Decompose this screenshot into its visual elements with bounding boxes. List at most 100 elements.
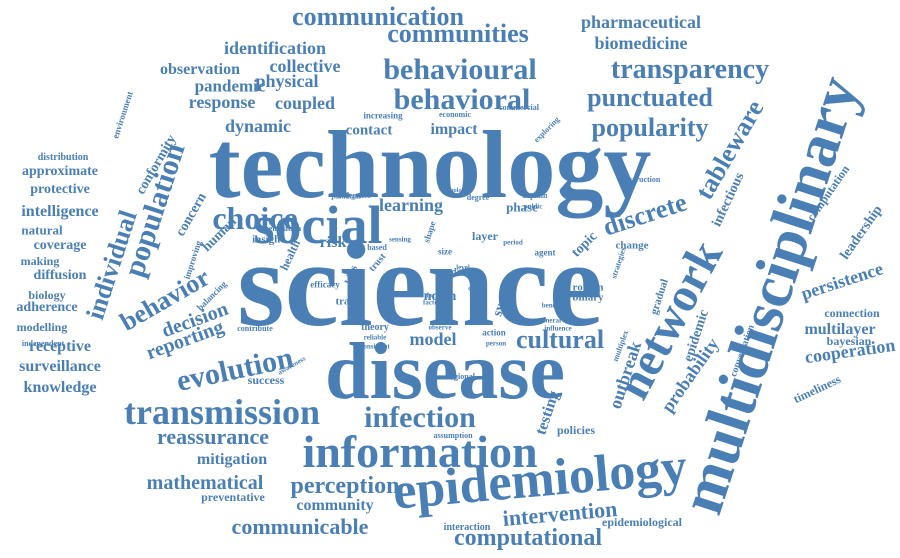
word-epidemiological: epidemiological: [602, 515, 682, 529]
word-concern: concern: [173, 190, 210, 240]
word-connection: connection: [824, 306, 880, 320]
word-coverage: coverage: [33, 238, 87, 253]
word-timeliness: timeliness: [791, 371, 843, 407]
word-economic: economic: [439, 110, 471, 119]
word-receptive: receptive: [29, 338, 91, 355]
word-observation: observation: [160, 61, 240, 78]
word-disease: disease: [325, 328, 565, 416]
word-observe: observe: [428, 323, 452, 332]
word-computational: computational: [453, 525, 603, 551]
word-dynamic: dynamic: [224, 116, 292, 136]
word-coupled: coupled: [274, 93, 336, 113]
word-diffusion: diffusion: [33, 268, 87, 283]
word-cultural: cultural: [515, 325, 605, 354]
word-biomedicine: biomedicine: [594, 33, 688, 53]
word-behavioural: behavioural: [383, 53, 537, 86]
word-strategies: strategies: [609, 246, 628, 280]
word-technology: technology: [208, 111, 652, 218]
word-theory: theory: [361, 322, 389, 333]
word-independent: independent: [21, 339, 65, 348]
word-layer: layer: [472, 229, 498, 243]
word-level: level: [456, 263, 470, 272]
word-action: action: [482, 327, 506, 338]
word-pharmaceutical: pharmaceutical: [581, 12, 701, 32]
word-behavioral: behavioral: [393, 83, 531, 116]
word-adoption: adoption: [570, 191, 598, 200]
word-collective: collective: [269, 56, 341, 76]
word-public: public: [523, 202, 543, 211]
word-protective: protective: [30, 182, 90, 197]
word-making: making: [20, 254, 60, 268]
word-generation: generation: [264, 224, 302, 233]
word-response: response: [188, 92, 256, 112]
word-perception: perception: [290, 473, 400, 499]
word-trade: trade: [335, 295, 361, 308]
word-impact: impact: [430, 121, 478, 138]
word-pandemic: pandemic: [194, 76, 266, 96]
word-data: data: [451, 266, 469, 277]
word-multilayer: multilayer: [804, 321, 876, 338]
word-change: change: [615, 239, 649, 252]
word-size: size: [438, 246, 452, 257]
word-based: based: [367, 243, 387, 252]
word-bayesian: bayesian: [826, 334, 872, 348]
word-commercial: commercial: [499, 103, 539, 112]
word-assumption: assumption: [433, 431, 473, 440]
word-success: success: [247, 373, 285, 387]
word-increasing: increasing: [363, 110, 403, 121]
word-sensing: sensing: [389, 235, 411, 244]
word-knowledge: knowledge: [23, 379, 97, 396]
word-benefit: benefit: [541, 301, 563, 310]
word-binary: binary: [572, 291, 604, 304]
word-environment: environment: [110, 90, 135, 140]
word-factor: factor: [423, 298, 441, 307]
word-community: community: [296, 497, 374, 514]
word-agent: agent: [534, 247, 556, 258]
word-natural: natural: [21, 222, 63, 238]
word-transparency: transparency: [610, 54, 770, 85]
word-leadership: leadership: [837, 202, 886, 263]
word-infection: infection: [364, 401, 476, 434]
word-mathematical: mathematical: [146, 472, 264, 494]
word-mitigation: mitigation: [196, 451, 268, 468]
word-science: science: [237, 217, 603, 352]
word-contribute: contribute: [237, 324, 273, 333]
word-person: person: [485, 339, 507, 348]
word-paradigm: paradigm: [331, 192, 361, 201]
word-choice: choice: [212, 200, 298, 236]
word-insight: insight: [252, 233, 284, 246]
word-difference: difference: [336, 191, 372, 200]
word-approximate: approximate: [22, 164, 98, 179]
word-adherence: adherence: [16, 300, 78, 315]
word-construction: construction: [617, 175, 661, 184]
word-risk: risk: [319, 234, 347, 251]
word-popularity: popularity: [591, 113, 709, 142]
word-roman: roman: [572, 281, 604, 294]
word-transmission: transmission: [123, 392, 321, 432]
word-explain: explain: [522, 191, 548, 200]
word-norm: norm: [423, 289, 457, 304]
word-modelling: modelling: [16, 320, 68, 334]
word-sample: sample: [443, 188, 461, 194]
word-reliable: reliable: [363, 333, 387, 342]
word-phase: phase: [506, 199, 538, 215]
word-preventative: preventative: [201, 490, 265, 504]
word-policies: policies: [557, 423, 595, 437]
word-communicable: communicable: [231, 514, 369, 539]
word-contact: contact: [345, 122, 393, 139]
word-surveillance: surveillance: [19, 358, 101, 375]
word-punctuated: punctuated: [587, 83, 713, 112]
word-influence: influence: [544, 324, 572, 333]
word-period: period: [503, 238, 523, 247]
word-consistent: consistent: [360, 342, 390, 351]
word-model: model: [409, 329, 457, 349]
word-identification: identification: [224, 38, 326, 58]
word-social: social: [253, 195, 383, 255]
word-biology: biology: [28, 288, 66, 302]
word-intelligence: intelligence: [21, 203, 99, 220]
word-focus: focus: [426, 291, 442, 300]
word-interaction: interaction: [443, 522, 491, 533]
word-regional: regional: [447, 372, 475, 381]
word-reassurance: reassurance: [156, 424, 270, 449]
